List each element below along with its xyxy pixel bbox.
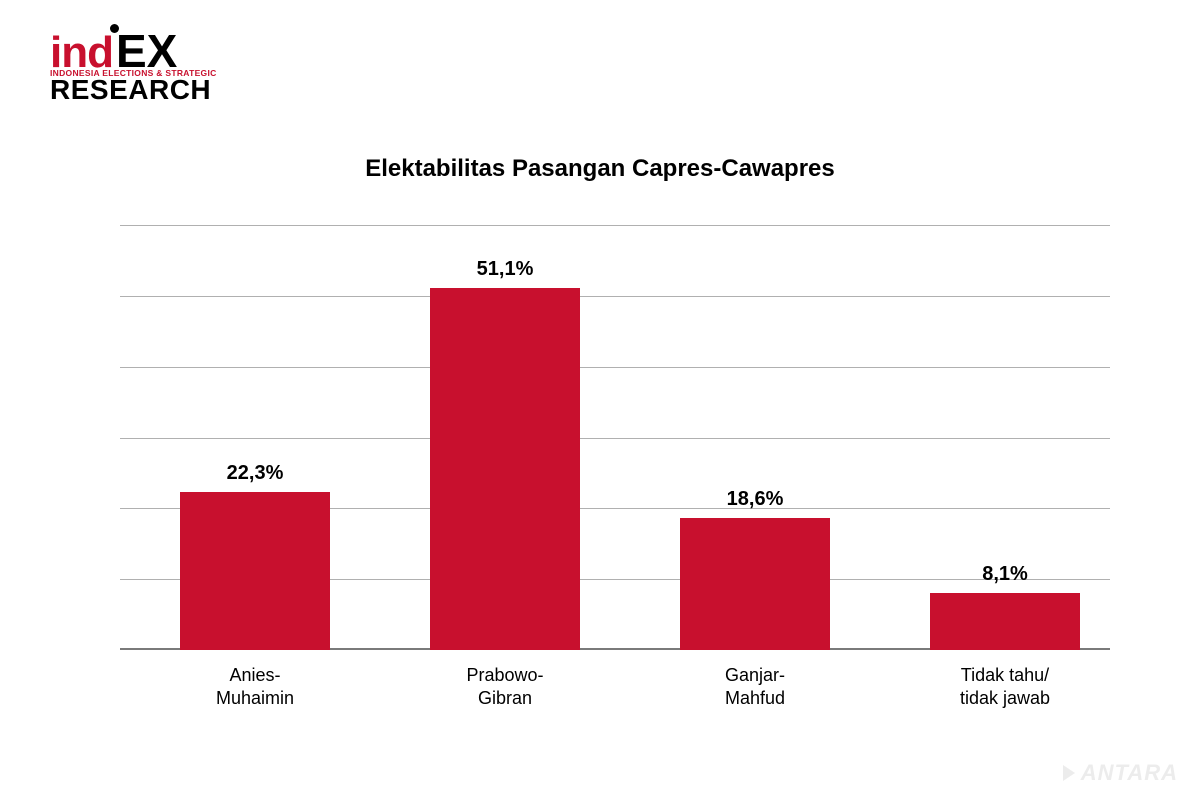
gridline — [120, 367, 1110, 368]
bar-category-label: Ganjar-Mahfud — [635, 650, 875, 709]
bar-category-label: Prabowo-Gibran — [385, 650, 625, 709]
chart-title: Elektabilitas Pasangan Capres-Cawapres — [0, 155, 1200, 183]
gridline — [120, 296, 1110, 297]
bar: 22,3%Anies-Muhaimin — [180, 492, 330, 650]
logo-subtitle: RESEARCH — [50, 76, 217, 104]
bar-value-label: 51,1% — [430, 258, 580, 281]
bar: 8,1%Tidak tahu/tidak jawab — [930, 593, 1080, 650]
gridline — [120, 225, 1110, 226]
bar-category-label: Tidak tahu/tidak jawab — [885, 650, 1125, 709]
bar-chart: 22,3%Anies-Muhaimin 51,1%Prabowo-Gibran 18… — [120, 225, 1110, 650]
caret-right-icon — [1063, 765, 1075, 781]
bar: 51,1%Prabowo-Gibran — [430, 288, 580, 650]
bar-category-label: Anies-Muhaimin — [135, 650, 375, 709]
bar: 18,6%Ganjar-Mahfud — [680, 518, 830, 650]
brand-logo: indEX INDONESIA ELECTIONS & STRATEGIC RE… — [50, 24, 217, 104]
bar-value-label: 22,3% — [180, 462, 330, 485]
source-watermark: ANTARA — [1063, 760, 1178, 786]
bar-value-label: 18,6% — [680, 488, 830, 511]
watermark-text: ANTARA — [1081, 760, 1178, 786]
page: indEX INDONESIA ELECTIONS & STRATEGIC RE… — [0, 0, 1200, 800]
gridline — [120, 438, 1110, 439]
bar-value-label: 8,1% — [930, 563, 1080, 586]
